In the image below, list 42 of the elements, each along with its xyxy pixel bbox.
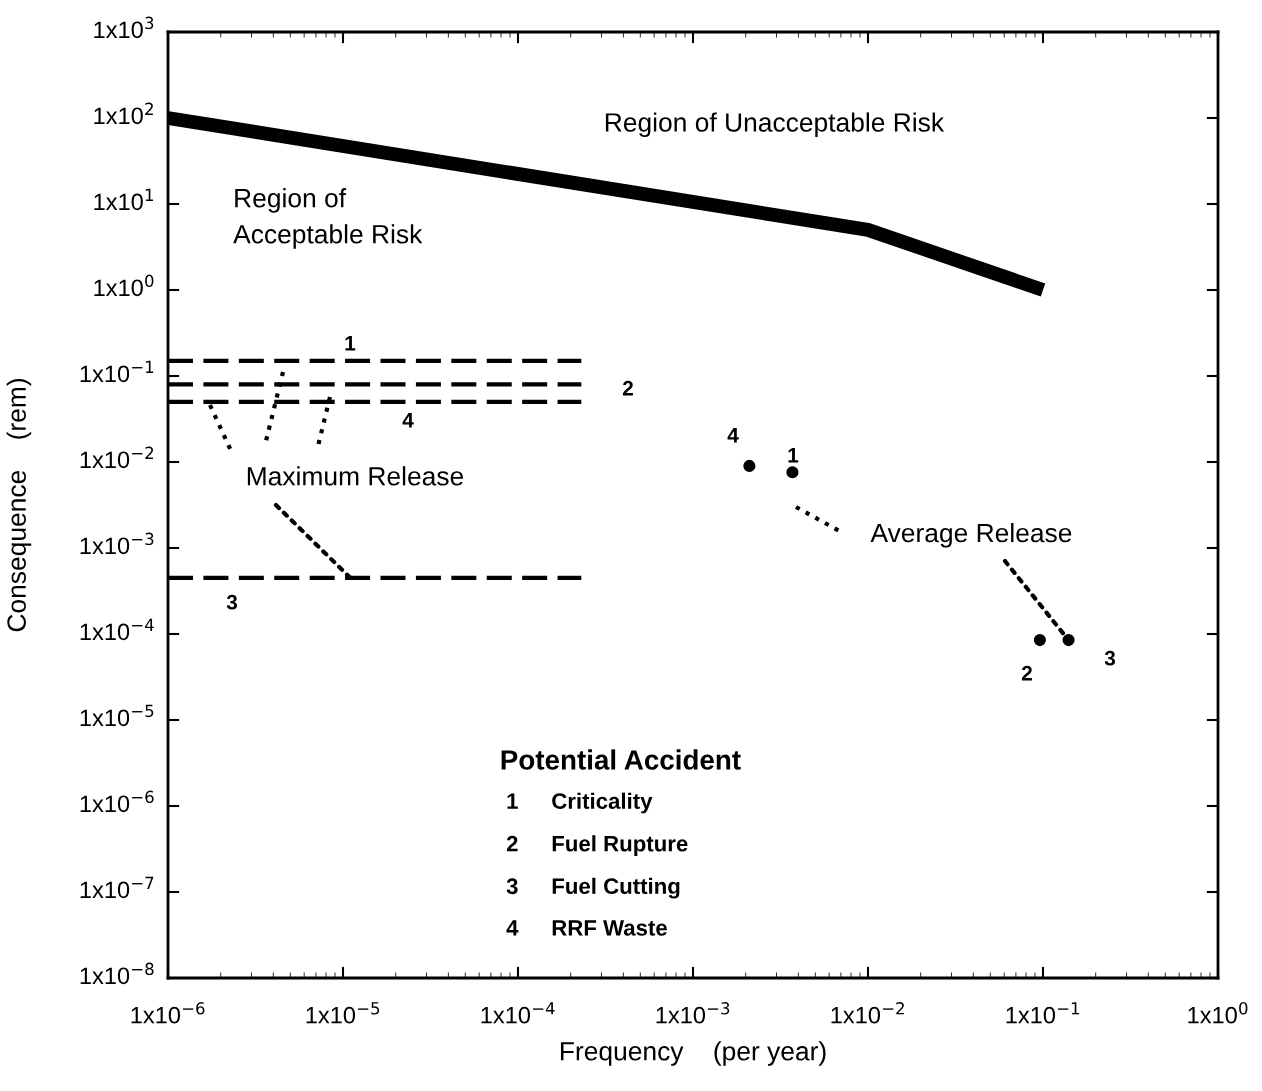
annotation: 4 (506, 920, 519, 936)
y-tick-label: 1x10$^{3}$ (94, 16, 154, 39)
y-tick-label: 1x10$^{−7}$ (80, 876, 154, 899)
annotation: Potential Accident (501, 749, 741, 770)
y-tick-label: 1x10$^{−4}$ (80, 618, 154, 641)
annotation: Average Release (870, 522, 1072, 548)
x-tick-label: 1x10$^{0}$ (1188, 1002, 1248, 1024)
annotation: 2 (1021, 665, 1032, 681)
annotation: 4 (402, 413, 414, 428)
annotation: 2 (506, 835, 518, 852)
annotation: 1 (345, 336, 356, 351)
annotation: Maximum Release (247, 466, 464, 486)
annotation: Fuel Rupture (552, 835, 688, 856)
annotation: Region of Unacceptable Risk (605, 112, 945, 138)
y-tick-label: 1x10$^{−3}$ (80, 532, 154, 555)
y-tick-label: 1x10$^{−5}$ (80, 704, 154, 727)
annotation: 4 (727, 428, 739, 443)
x-tick-label: 1x10$^{−5}$ (306, 1002, 380, 1024)
y-axis-title: Consequence (rem) (6, 379, 32, 632)
x-axis-title: Frequency (per year) (560, 1041, 826, 1066)
annotation: 1 (507, 793, 518, 809)
annotation: Fuel Cutting (552, 877, 680, 899)
annotation: 2 (622, 380, 633, 396)
y-tick-label: 1x10$^{−6}$ (80, 790, 154, 813)
annotation: Region of Acceptable Risk (233, 188, 423, 249)
annotation: RRF Waste (552, 920, 667, 936)
x-tick-label: 1x10$^{−6}$ (131, 1002, 205, 1024)
x-tick-label: 1x10$^{−4}$ (481, 1002, 555, 1024)
y-tick-label: 1x10$^{1}$ (94, 188, 154, 211)
annotation: 3 (1104, 650, 1116, 666)
y-tick-label: 1x10$^{−8}$ (80, 962, 154, 985)
y-tick-label: 1x10$^{2}$ (94, 102, 153, 125)
y-tick-label: 1x10$^{−2}$ (80, 446, 154, 469)
x-tick-label: 1x10$^{−3}$ (656, 1002, 730, 1024)
annotation: 3 (226, 594, 238, 610)
x-tick-label: 1x10$^{−2}$ (831, 1002, 904, 1024)
annotation: 3 (506, 878, 518, 895)
x-tick-label: 1x10$^{−1}$ (1006, 1002, 1080, 1024)
annotation: 1 (788, 448, 799, 463)
y-tick-label: 1x10$^{0}$ (94, 274, 154, 297)
annotation: Criticality (552, 792, 653, 814)
y-tick-label: 1x10$^{−1}$ (80, 360, 154, 383)
